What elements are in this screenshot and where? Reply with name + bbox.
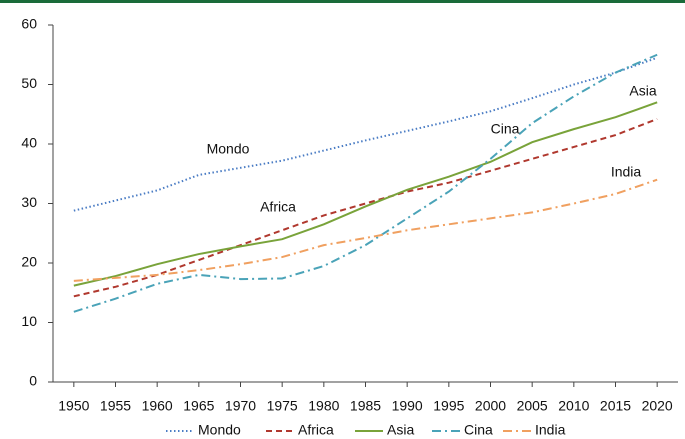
y-tick-label: 10: [21, 313, 37, 329]
legend-label: Cina: [464, 422, 493, 438]
x-tick-label: 2005: [517, 398, 548, 414]
annotation: Africa: [260, 199, 296, 215]
x-tick-label: 2015: [600, 398, 631, 414]
annotation: Mondo: [207, 141, 250, 157]
annotation: Asia: [629, 83, 656, 99]
y-tick-label: 0: [29, 373, 37, 389]
x-tick-label: 1965: [183, 398, 214, 414]
y-tick-label: 50: [21, 75, 37, 91]
x-tick-label: 1985: [350, 398, 381, 414]
x-tick-label: 2000: [475, 398, 506, 414]
legend-label: Africa: [298, 422, 334, 438]
y-tick-label: 20: [21, 254, 37, 270]
legend-label: Mondo: [198, 422, 241, 438]
x-tick-label: 1960: [142, 398, 173, 414]
annotation: India: [611, 164, 642, 180]
series-line: [73, 101, 658, 287]
x-tick-label: 1980: [308, 398, 339, 414]
x-tick-label: 1995: [433, 398, 464, 414]
y-tick-label: 30: [21, 194, 37, 210]
x-tick-label: 2020: [642, 398, 673, 414]
x-tick-label: 2010: [558, 398, 589, 414]
series-line: [73, 178, 658, 282]
legend-label: India: [535, 422, 566, 438]
top-bar: [0, 0, 685, 3]
series-line: [73, 56, 658, 212]
annotation: Cina: [491, 121, 520, 137]
series-line: [73, 118, 658, 298]
x-tick-label: 1950: [58, 398, 89, 414]
x-tick-label: 1970: [225, 398, 256, 414]
x-tick-label: 1955: [100, 398, 131, 414]
y-tick-label: 60: [21, 16, 37, 32]
series-line: [73, 53, 658, 313]
x-tick-label: 1975: [267, 398, 298, 414]
legend-label: Asia: [387, 422, 414, 438]
x-tick-label: 1990: [392, 398, 423, 414]
y-tick-label: 40: [21, 135, 37, 151]
